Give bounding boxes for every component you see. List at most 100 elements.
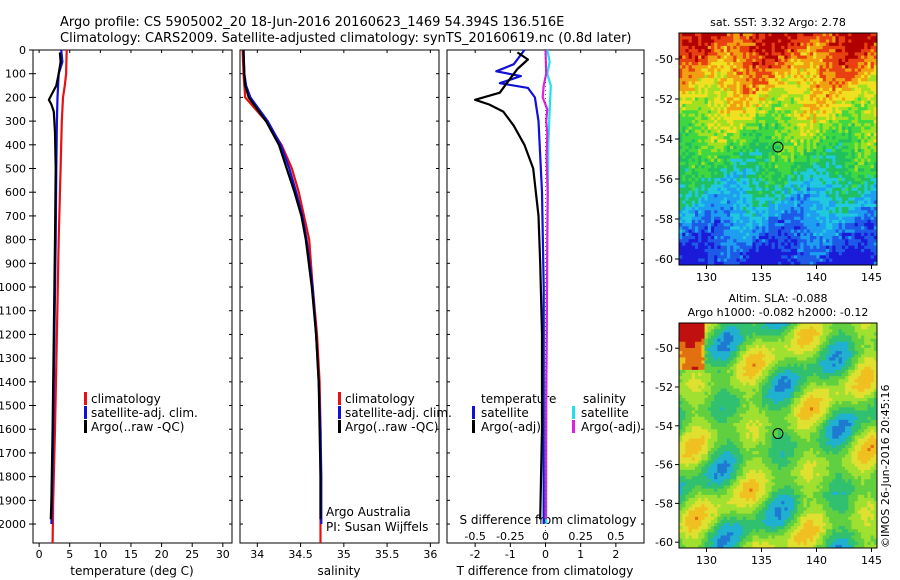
map-cell <box>679 107 683 111</box>
map-cell <box>816 165 820 169</box>
map-cell <box>867 149 872 153</box>
map-cell <box>685 161 689 166</box>
map-cell <box>778 52 782 56</box>
map-cell <box>861 113 865 118</box>
map-cell <box>688 158 693 163</box>
map-cell <box>768 329 773 333</box>
map-cell <box>698 229 702 234</box>
map-cell <box>746 74 750 79</box>
map-cell <box>733 335 737 340</box>
map-cell <box>813 341 817 346</box>
map-cell <box>793 210 798 214</box>
map-cell <box>679 52 683 56</box>
map-cell <box>691 190 696 195</box>
map-cell <box>704 116 709 121</box>
map-cell <box>726 113 731 118</box>
map-cell <box>781 132 785 137</box>
map-cell <box>758 145 763 150</box>
map-cell <box>752 338 757 343</box>
map-cell <box>755 226 760 230</box>
map-cell <box>838 49 843 53</box>
map-cell <box>832 181 836 185</box>
map-cell <box>771 126 776 131</box>
map-cell <box>838 74 843 79</box>
map-cell <box>851 219 856 224</box>
map-cell <box>691 84 696 89</box>
map-cell <box>682 149 686 153</box>
map-cell <box>720 323 725 327</box>
map-cell <box>768 174 773 179</box>
map-cell <box>774 258 779 263</box>
map-cell <box>701 49 705 53</box>
map-cell <box>873 110 877 114</box>
map-cell <box>710 223 715 227</box>
map-cell <box>742 145 747 150</box>
map-cell <box>736 62 741 66</box>
map-cell <box>851 142 856 147</box>
map-cell <box>848 55 852 60</box>
map-cell <box>682 139 686 143</box>
map-cell <box>857 110 862 114</box>
map-cell <box>787 81 792 85</box>
map-cell <box>765 200 769 205</box>
map-cell <box>682 161 686 166</box>
map-cell <box>752 116 757 121</box>
map-cell <box>694 123 699 127</box>
map-cell <box>841 171 846 176</box>
map-cell <box>781 94 785 98</box>
map-cell <box>851 74 856 79</box>
map-cell <box>698 68 702 73</box>
map-cell <box>691 49 696 53</box>
map-cell <box>774 36 779 40</box>
map-cell <box>698 187 702 192</box>
map-cell <box>787 68 792 73</box>
map-cell <box>694 236 699 240</box>
map-cell <box>793 255 798 259</box>
map-cell <box>733 74 737 79</box>
map-cell <box>819 107 824 111</box>
map-cell <box>870 181 875 185</box>
map-cell <box>723 226 728 230</box>
map-cell <box>746 219 750 224</box>
map-cell <box>701 65 705 69</box>
map-cell <box>813 113 817 118</box>
map-cell <box>825 52 830 56</box>
map-cell <box>838 132 843 137</box>
map-cell <box>698 216 702 221</box>
map-cell <box>710 229 715 234</box>
map-cell <box>784 239 788 243</box>
map-cell <box>835 120 840 124</box>
map-cell <box>803 97 808 102</box>
map-cell <box>720 200 725 205</box>
map-cell <box>774 216 779 221</box>
map-cell <box>765 245 769 250</box>
map-cell <box>867 178 872 182</box>
map-cell <box>803 255 808 259</box>
map-cell <box>841 326 846 330</box>
map-cell <box>797 91 801 95</box>
map-cell <box>781 71 785 76</box>
map-cell <box>857 91 862 95</box>
map-cell <box>736 344 741 349</box>
map-cell <box>723 74 728 79</box>
map-cell <box>736 187 741 192</box>
map-cell <box>832 94 836 98</box>
map-cell <box>864 245 868 250</box>
map-cell <box>758 91 763 95</box>
map-cell <box>806 213 811 218</box>
map-cell <box>688 74 693 79</box>
map-cell <box>787 149 792 153</box>
map-cell <box>762 132 766 137</box>
map-cell <box>714 123 718 127</box>
legend-label-satellite: satellite-adj. clim. <box>345 406 452 420</box>
map-cell <box>867 58 872 63</box>
map-cell <box>714 200 718 205</box>
map-cell <box>765 84 769 89</box>
map-cell <box>720 123 725 127</box>
map-cell <box>825 158 830 163</box>
map-cell <box>781 126 785 131</box>
salinity-xlabel: salinity <box>317 564 360 578</box>
map-cell <box>784 142 788 147</box>
map-cell <box>841 255 846 259</box>
map-cell <box>742 248 747 253</box>
